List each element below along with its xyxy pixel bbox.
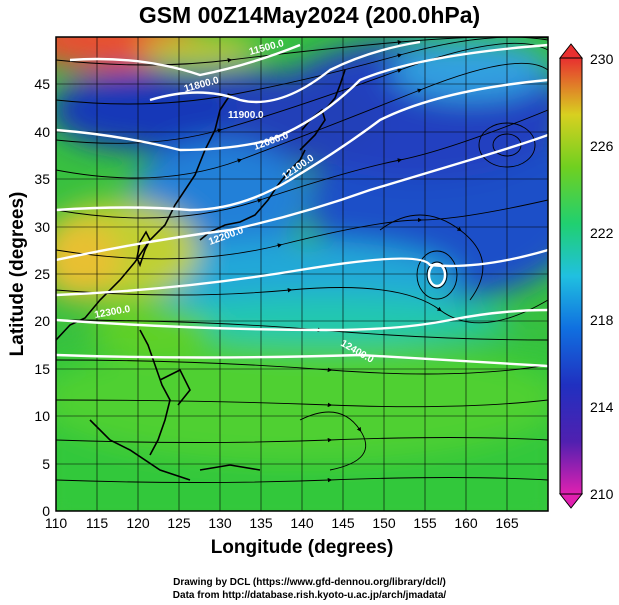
x-axis-label: Longitude (degrees) bbox=[210, 537, 394, 558]
plot-frame bbox=[55, 36, 549, 512]
x-tick-label: 120 bbox=[126, 515, 150, 531]
x-tick-label: 160 bbox=[454, 515, 478, 531]
colorbar-tick-label: 218 bbox=[590, 312, 614, 328]
x-tick-label: 125 bbox=[167, 515, 191, 531]
wind-streamlines bbox=[56, 37, 548, 483]
x-tick-label: 115 bbox=[86, 515, 109, 531]
y-tick-label: 30 bbox=[34, 219, 50, 235]
contour-label: 11900.0 bbox=[228, 110, 264, 121]
x-tick-label: 110 bbox=[45, 515, 68, 531]
x-tick-label: 140 bbox=[290, 515, 314, 531]
x-tick-label: 150 bbox=[372, 515, 396, 531]
y-tick-label: 25 bbox=[34, 266, 50, 282]
y-tick-label: 15 bbox=[34, 361, 50, 377]
y-tick-label: 35 bbox=[34, 171, 50, 187]
y-tick-label: 20 bbox=[34, 313, 50, 329]
colorbar-tick-label: 226 bbox=[590, 138, 614, 154]
x-tick-label: 130 bbox=[208, 515, 232, 531]
y-axis: 0 5 10 15 20 25 30 35 40 45 bbox=[34, 76, 50, 519]
colorbar-tick-label: 210 bbox=[590, 486, 614, 502]
x-tick-label: 145 bbox=[331, 515, 355, 531]
height-contours bbox=[56, 40, 548, 368]
x-axis: 110 115 120 125 130 135 140 145 150 155 … bbox=[45, 515, 519, 531]
lat-lon-grid bbox=[56, 37, 548, 511]
page-title: GSM 00Z14May2024 (200.0hPa) bbox=[138, 2, 481, 28]
y-axis-label: Latitude (degrees) bbox=[7, 191, 28, 357]
y-tick-label: 5 bbox=[42, 456, 50, 472]
data-credit: Data from http://database.rish.kyoto-u.a… bbox=[172, 590, 447, 601]
y-tick-label: 0 bbox=[42, 503, 50, 519]
colorbar-tick-label: 222 bbox=[590, 225, 614, 241]
y-tick-label: 45 bbox=[34, 76, 50, 92]
x-tick-label: 155 bbox=[413, 515, 437, 531]
colorbar-tick-label: 214 bbox=[590, 399, 614, 415]
x-tick-label: 165 bbox=[495, 515, 519, 531]
colorbar: 210 214 218 222 226 230 bbox=[558, 43, 614, 509]
y-tick-label: 40 bbox=[34, 124, 50, 140]
drawing-credit: Drawing by DCL (https://www.gfd-dennou.o… bbox=[173, 577, 446, 588]
y-tick-label: 10 bbox=[34, 408, 50, 424]
colorbar-tick-label: 230 bbox=[590, 51, 614, 67]
x-tick-label: 135 bbox=[249, 515, 273, 531]
